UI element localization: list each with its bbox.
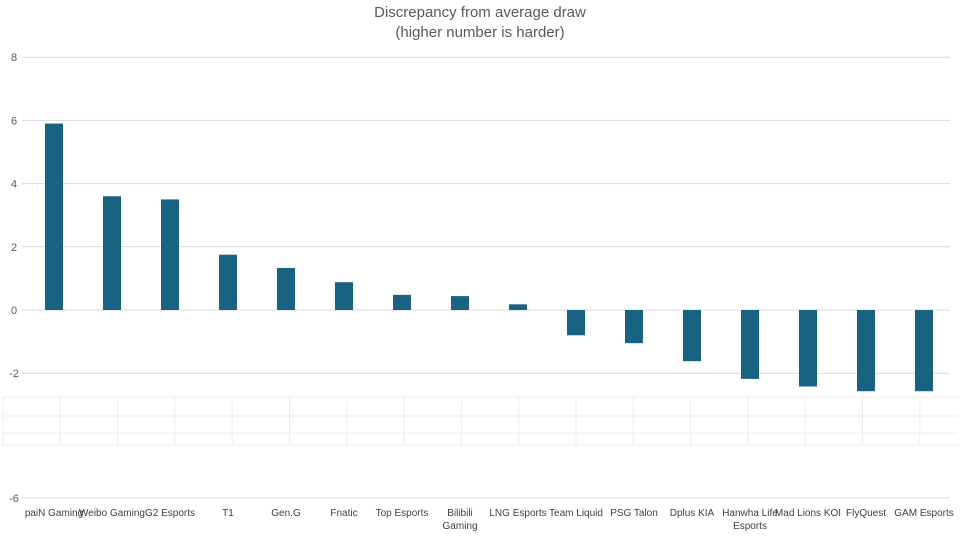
- bar: [567, 310, 585, 336]
- chart-subtitle: (higher number is harder): [395, 24, 565, 41]
- y-tick-label: 6: [11, 115, 17, 127]
- category-label: Dplus KIA: [670, 508, 715, 519]
- bar: [393, 294, 411, 310]
- bar: [103, 196, 121, 310]
- category-label: PSG Talon: [610, 508, 658, 519]
- bar: [277, 267, 295, 310]
- category-label: Gen.G: [271, 508, 301, 519]
- category-label: Team Liquid: [549, 508, 603, 519]
- category-label: Bilibili Gaming: [442, 508, 477, 532]
- bar: [509, 304, 527, 310]
- bar: [857, 310, 875, 392]
- category-label: Fnatic: [330, 508, 357, 519]
- category-label: T1: [222, 508, 234, 519]
- bar: [741, 310, 759, 379]
- bar: [683, 310, 701, 362]
- y-tick-label: 2: [11, 242, 17, 254]
- chart-title: Discrepancy from average draw: [374, 4, 586, 21]
- category-label: Weibo Gaming: [79, 508, 145, 519]
- bar: [161, 199, 179, 310]
- y-tick-label: -6: [9, 493, 19, 505]
- category-label: G2 Esports: [145, 508, 195, 519]
- bar: [799, 310, 817, 387]
- category-label: LNG Esports: [489, 508, 546, 519]
- bar: [915, 310, 933, 392]
- y-tick-label: 0: [11, 305, 17, 317]
- category-label: Hanwha Life Esports: [722, 508, 778, 532]
- bar: [335, 282, 353, 310]
- category-label: Mad Lions KOI: [775, 508, 841, 519]
- bar: [451, 296, 469, 310]
- bar: [45, 123, 63, 310]
- bar: [219, 254, 237, 310]
- y-tick-label: 8: [11, 52, 17, 64]
- category-label: Top Esports: [376, 508, 429, 519]
- bar: [625, 310, 643, 344]
- category-label: paiN Gaming: [25, 508, 83, 519]
- y-tick-label: -2: [9, 368, 19, 380]
- category-label: GAM Esports: [894, 508, 953, 519]
- category-label: FlyQuest: [846, 508, 886, 519]
- y-tick-label: 4: [11, 179, 17, 191]
